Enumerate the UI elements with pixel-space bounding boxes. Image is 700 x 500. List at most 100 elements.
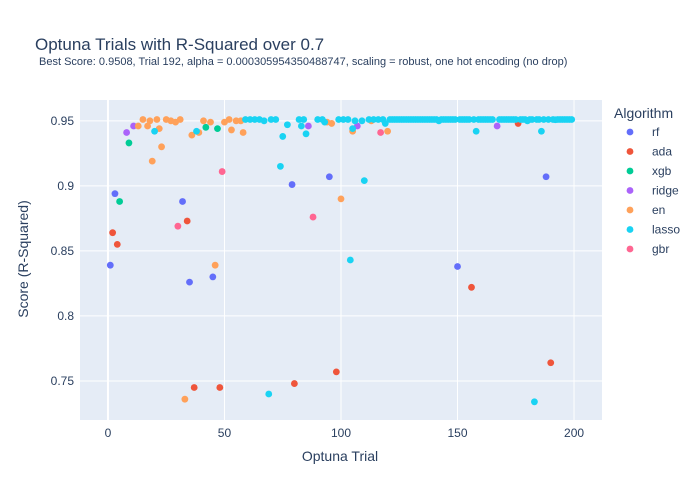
point-rf[interactable] bbox=[111, 190, 119, 198]
point-lasso[interactable] bbox=[295, 116, 303, 123]
point-lasso[interactable] bbox=[528, 116, 536, 123]
point-en[interactable] bbox=[148, 157, 156, 165]
point-lasso[interactable] bbox=[297, 122, 305, 130]
point-xgb[interactable] bbox=[116, 198, 124, 205]
point-lasso[interactable] bbox=[335, 116, 343, 123]
point-lasso[interactable] bbox=[314, 116, 322, 123]
point-lasso[interactable] bbox=[242, 116, 249, 123]
point-lasso[interactable] bbox=[545, 116, 552, 123]
point-en[interactable] bbox=[211, 261, 219, 269]
point-ada[interactable] bbox=[113, 240, 121, 248]
point-lasso[interactable] bbox=[538, 127, 545, 135]
point-en[interactable] bbox=[134, 122, 142, 130]
point-rf[interactable] bbox=[179, 198, 186, 205]
legend-item-lasso[interactable]: lasso bbox=[626, 223, 681, 237]
point-rf[interactable] bbox=[106, 261, 114, 269]
point-lasso[interactable] bbox=[358, 117, 366, 125]
point-lasso[interactable] bbox=[284, 121, 291, 129]
point-en[interactable] bbox=[139, 116, 147, 123]
legend-item-xgb[interactable]: xgb bbox=[626, 164, 672, 178]
point-lasso[interactable] bbox=[151, 127, 158, 135]
point-ada[interactable] bbox=[468, 283, 475, 291]
point-en[interactable] bbox=[207, 118, 214, 126]
point-lasso[interactable] bbox=[360, 177, 368, 185]
point-lasso[interactable] bbox=[351, 117, 359, 125]
point-lasso[interactable] bbox=[365, 116, 373, 123]
point-lasso[interactable] bbox=[265, 390, 273, 398]
point-lasso[interactable] bbox=[277, 162, 284, 170]
point-lasso[interactable] bbox=[279, 133, 287, 140]
point-lasso[interactable] bbox=[251, 116, 259, 123]
point-rf[interactable] bbox=[186, 278, 193, 286]
point-ridge[interactable] bbox=[130, 122, 137, 130]
point-en[interactable] bbox=[146, 117, 154, 125]
point-en[interactable] bbox=[200, 117, 207, 125]
legend-item-rf[interactable]: rf bbox=[626, 125, 660, 139]
legend-item-ada[interactable]: ada bbox=[626, 145, 673, 159]
point-lasso[interactable] bbox=[381, 120, 389, 127]
point-en[interactable] bbox=[158, 143, 165, 151]
point-ada[interactable] bbox=[190, 384, 198, 391]
legend-item-en[interactable]: en bbox=[626, 203, 666, 217]
point-rf[interactable] bbox=[454, 263, 461, 270]
legend-item-gbr[interactable]: gbr bbox=[626, 242, 670, 256]
point-lasso[interactable] bbox=[339, 116, 347, 123]
point-en[interactable] bbox=[239, 129, 247, 136]
point-ridge[interactable] bbox=[493, 122, 501, 130]
point-lasso[interactable] bbox=[272, 116, 280, 123]
point-lasso[interactable] bbox=[512, 116, 520, 123]
point-lasso[interactable] bbox=[344, 116, 352, 123]
point-gbr[interactable] bbox=[309, 213, 317, 221]
point-lasso[interactable] bbox=[267, 116, 275, 123]
point-en[interactable] bbox=[181, 395, 189, 403]
point-ada[interactable] bbox=[332, 368, 340, 376]
point-lasso[interactable] bbox=[300, 116, 308, 123]
point-lasso[interactable] bbox=[374, 116, 382, 123]
point-ada[interactable] bbox=[109, 229, 117, 237]
legend-item-ridge[interactable]: ridge bbox=[626, 184, 679, 198]
point-ada[interactable] bbox=[290, 380, 298, 387]
point-gbr[interactable] bbox=[218, 168, 226, 175]
point-rf[interactable] bbox=[288, 181, 296, 188]
point-rf[interactable] bbox=[542, 173, 550, 181]
legend[interactable]: rf ada xgb ridge en lasso gbr bbox=[626, 125, 681, 256]
point-lasso[interactable] bbox=[568, 116, 576, 123]
point-gbr[interactable] bbox=[174, 222, 182, 230]
point-lasso[interactable] bbox=[260, 117, 268, 125]
point-ridge[interactable] bbox=[123, 129, 131, 136]
point-lasso[interactable] bbox=[451, 116, 459, 123]
point-en[interactable] bbox=[176, 116, 184, 123]
point-ada[interactable] bbox=[216, 384, 224, 391]
point-ada[interactable] bbox=[547, 359, 555, 367]
point-lasso[interactable] bbox=[302, 130, 310, 138]
point-en[interactable] bbox=[384, 127, 392, 135]
point-en[interactable] bbox=[144, 122, 151, 130]
point-en[interactable] bbox=[153, 116, 161, 123]
point-gbr[interactable] bbox=[377, 129, 385, 136]
point-en[interactable] bbox=[225, 116, 233, 123]
point-rf[interactable] bbox=[325, 173, 333, 181]
point-lasso[interactable] bbox=[470, 116, 478, 123]
point-lasso[interactable] bbox=[535, 116, 543, 123]
point-lasso[interactable] bbox=[370, 116, 378, 123]
point-xgb[interactable] bbox=[125, 139, 133, 147]
point-xgb[interactable] bbox=[214, 125, 221, 133]
point-en[interactable] bbox=[337, 195, 345, 203]
point-lasso[interactable] bbox=[246, 116, 254, 123]
point-lasso[interactable] bbox=[540, 116, 548, 123]
point-lasso[interactable] bbox=[531, 398, 538, 406]
point-lasso[interactable] bbox=[321, 118, 329, 126]
point-lasso[interactable] bbox=[346, 256, 354, 264]
point-lasso[interactable] bbox=[489, 116, 496, 123]
point-xgb[interactable] bbox=[202, 123, 210, 131]
point-en[interactable] bbox=[228, 126, 235, 134]
point-en[interactable] bbox=[232, 117, 240, 125]
point-ada[interactable] bbox=[183, 217, 191, 225]
point-lasso[interactable] bbox=[349, 125, 357, 133]
point-en[interactable] bbox=[188, 131, 196, 139]
point-lasso[interactable] bbox=[472, 127, 480, 135]
point-lasso[interactable] bbox=[193, 127, 200, 135]
point-ridge[interactable] bbox=[304, 122, 312, 130]
point-lasso[interactable] bbox=[465, 116, 473, 123]
point-rf[interactable] bbox=[209, 273, 217, 281]
